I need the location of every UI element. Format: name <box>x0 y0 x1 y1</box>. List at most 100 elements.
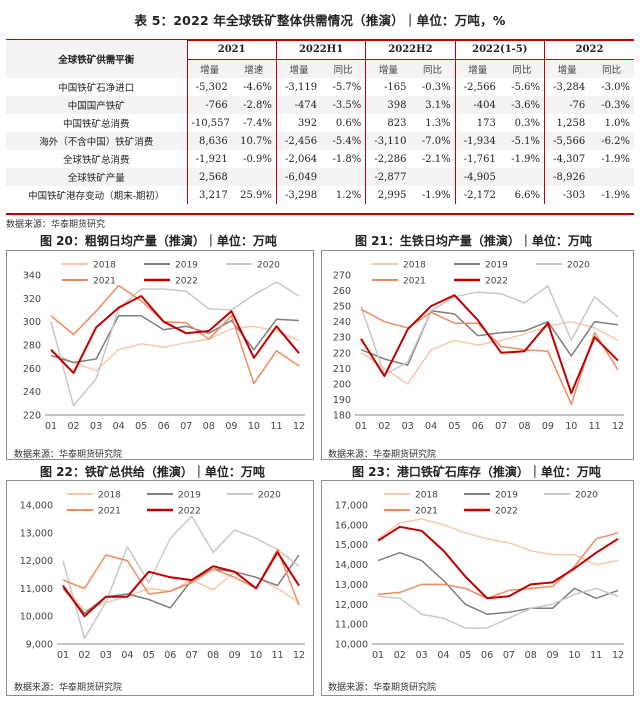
x-tick-label: 04 <box>121 650 133 661</box>
y-tick-label: 13,000 <box>335 580 368 591</box>
chart-panel-pig-iron: 2018 2019 2020 2021 2022 180 190 200 210 220 230 24… <box>321 250 634 460</box>
y-tick-label: 210 <box>333 364 351 375</box>
table-cell: -3.0% <box>601 81 630 93</box>
legend-label: 2019 <box>178 491 201 501</box>
y-tick-label: 190 <box>333 395 351 406</box>
x-tick-label: 10 <box>248 421 260 432</box>
x-tick-label: 04 <box>437 650 449 661</box>
table-cell: -2,064 <box>275 150 322 168</box>
table-cell: -2,286 <box>365 150 411 168</box>
y-tick-label: 180 <box>333 411 351 422</box>
table-cell: 392 <box>275 114 322 132</box>
table-cell: -1.9% <box>601 153 630 165</box>
y-tick-label: 230 <box>333 333 351 344</box>
legend-label: 2018 <box>98 491 121 501</box>
table-cell: 173 <box>454 114 500 132</box>
table-cell: -1.9% <box>511 153 540 165</box>
x-tick-label: 11 <box>590 650 602 661</box>
table-cell: -76 <box>544 96 590 114</box>
table-cell: -4,905 <box>454 168 500 186</box>
table-subheader-row: 增量 增速 增量 同比 增量 同比 增量 同比 增量 同比 <box>6 59 634 78</box>
table-row: 中国国产铁矿 -766 -2.8% -474 -3.5% 398 3.1% -404 -3.6%… <box>6 96 634 114</box>
table-group-header: 2022(1-5) <box>454 40 545 60</box>
table-row-label: 中国铁矿总消费 <box>6 114 188 132</box>
table-cell: 823 <box>365 114 411 132</box>
chart-title: 图 22：铁矿总供给（推演）｜单位：万吨 <box>40 465 265 479</box>
table-cell: -2.1% <box>421 153 451 165</box>
table-subheader: 增量 <box>544 59 590 78</box>
table-subheader: 增量 <box>365 59 411 78</box>
table-cell: 1.0% <box>604 117 630 129</box>
chart-panel-iron-ore-supply: 2018 2019 2020 2021 2022 9,000 10,000 11,000 12,… <box>6 480 314 696</box>
table-title: 表 5：2022 年全球铁矿整体供需情况（推演）｜单位：万吨，% <box>134 13 506 28</box>
legend-label: 2018 <box>403 261 426 271</box>
y-tick-label: 200 <box>333 379 351 390</box>
x-tick-label: 05 <box>143 650 155 661</box>
x-tick-label: 03 <box>100 650 112 661</box>
series-line-2020 <box>62 515 300 640</box>
series-line-2019 <box>377 551 619 615</box>
table-row-label: 中国国产铁矿 <box>6 96 188 114</box>
x-tick-label: 08 <box>203 421 215 432</box>
table-subheader: 同比 <box>589 59 634 78</box>
table-cell: -1.9% <box>421 189 451 201</box>
table-cell: -7.4% <box>243 117 272 129</box>
legend-label: 2022 <box>495 507 518 517</box>
x-tick-label: 06 <box>481 650 493 661</box>
supply-demand-table: 全球铁矿供需平衡 2021 2022H1 2022H2 2022(1-5) 20… <box>6 40 634 204</box>
x-tick-label: 02 <box>378 421 390 432</box>
x-tick-label: 07 <box>495 421 507 432</box>
table-cell: 10.7% <box>231 132 277 150</box>
table-cell <box>589 168 634 186</box>
legend-label: 2020 <box>575 491 598 501</box>
table-subheader: 增量 <box>275 59 322 78</box>
legend-label: 2018 <box>93 261 116 271</box>
y-tick-label: 12,000 <box>20 556 53 567</box>
table-cell: -1,934 <box>454 132 500 150</box>
table-cell: -5,566 <box>544 132 590 150</box>
series-line-2021 <box>50 284 300 385</box>
table-cell: 3,217 <box>199 189 228 201</box>
table-cell: -1,761 <box>454 150 500 168</box>
table-group-header: 2022H2 <box>365 40 456 60</box>
y-tick-label: 240 <box>333 317 351 328</box>
x-tick-label: 08 <box>207 650 219 661</box>
legend-label: 2020 <box>257 261 280 271</box>
y-tick-label: 10,000 <box>335 640 368 651</box>
table-cell: 6.6% <box>514 189 540 201</box>
table-row-label: 中国铁矿石净进口 <box>6 78 188 96</box>
x-tick-label: 04 <box>113 421 125 432</box>
series-line-2022 <box>50 295 300 374</box>
table-row: 全球铁矿总消费 -1,921 -0.9% -2,064 -1.8% -2,286 -2.1%… <box>6 150 634 168</box>
x-tick-label: 06 <box>158 421 170 432</box>
table-cell: -2.8% <box>231 96 277 114</box>
table-cell: -4,307 <box>544 150 590 168</box>
line-chart-pig-iron: 2018 2019 2020 2021 2022 180 190 200 210 220 230 24… <box>333 261 624 433</box>
table-header-row: 全球铁矿供需平衡 2021 2022H1 2022H2 2022(1-5) 20… <box>6 40 634 78</box>
legend-label: 2021 <box>98 507 121 517</box>
table-cell: -165 <box>365 78 411 96</box>
y-tick-label: 240 <box>23 387 41 398</box>
table-subheader: 同比 <box>499 59 545 78</box>
x-tick-label: 02 <box>394 650 406 661</box>
y-tick-label: 270 <box>333 271 351 282</box>
x-tick-label: 07 <box>186 650 198 661</box>
series-line-2022 <box>360 294 619 395</box>
x-tick-label: 08 <box>518 421 530 432</box>
table-cell: -1.9% <box>601 189 630 201</box>
legend-label: 2022 <box>178 507 201 517</box>
x-tick-label: 07 <box>180 421 192 432</box>
table-row: 中国铁矿总消费 -10,557 -7.4% 392 0.6% 823 1.3% 173 0.3%… <box>6 114 634 132</box>
y-tick-label: 300 <box>23 317 41 328</box>
series-line-2022 <box>62 551 300 618</box>
table-group-header: 2022 <box>544 40 634 60</box>
x-tick-label: 12 <box>612 421 624 432</box>
table-cell: -766 <box>187 96 232 114</box>
legend-label: 2020 <box>567 261 590 271</box>
y-tick-label: 14,000 <box>20 501 53 512</box>
table-cell: -3.6% <box>499 96 545 114</box>
table-cell: -4.6% <box>243 81 272 93</box>
table-header-label: 全球铁矿供需平衡 <box>6 40 188 78</box>
y-tick-label: 11,000 <box>20 584 53 595</box>
x-tick-label: 05 <box>459 650 471 661</box>
